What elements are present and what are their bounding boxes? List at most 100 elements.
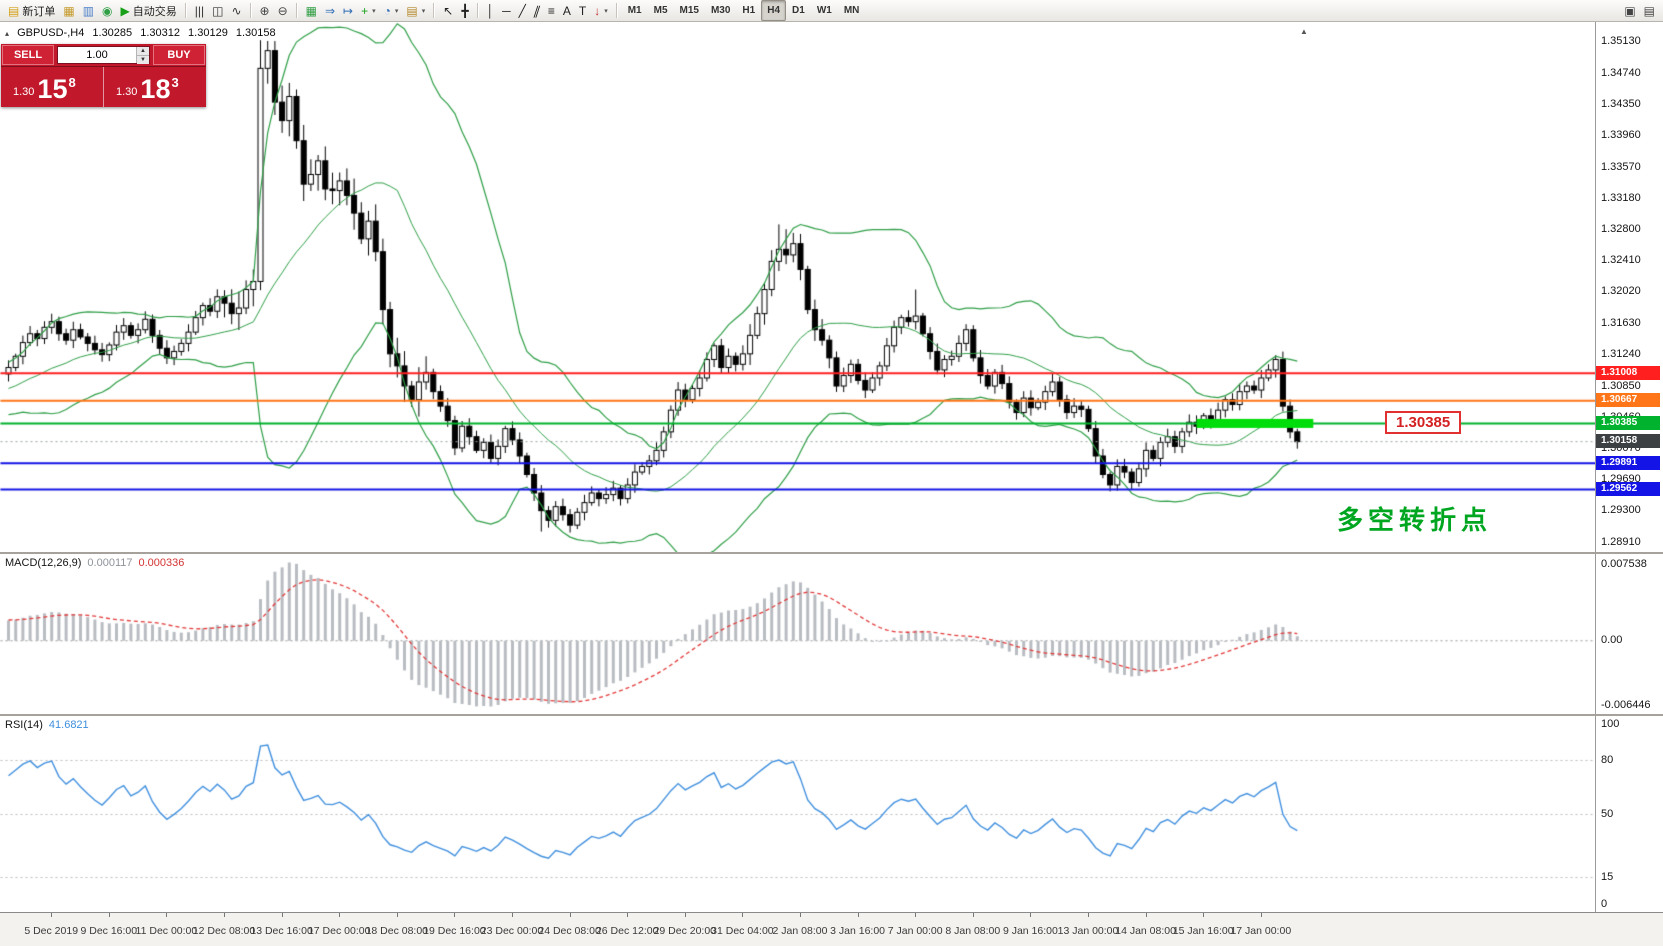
panel-splitter[interactable]	[0, 714, 1663, 716]
vertical-line-icon: │	[486, 3, 495, 18]
market-watch-button[interactable]: ▦	[59, 0, 78, 21]
channel-icon: ∥	[531, 3, 543, 18]
rsi-scale-label: 0	[1601, 898, 1608, 910]
fibonacci-button[interactable]: ≡	[544, 0, 559, 21]
chart-shift-icon: ↦	[343, 3, 354, 18]
price-scale-label: 1.32800	[1601, 222, 1641, 235]
chart-shift-button[interactable]: ↦	[339, 0, 357, 21]
tile-windows-button[interactable]: ▦	[302, 0, 321, 21]
new-order-button[interactable]: ▤ 新订单	[4, 0, 59, 21]
timeframe-h1[interactable]: H1	[742, 5, 756, 16]
zoom-in-button[interactable]: ⊕	[256, 0, 274, 21]
zoom-out-icon: ⊖	[277, 3, 288, 18]
sell-price-small: 1.30	[13, 86, 35, 98]
chart-list-button[interactable]: ▤	[1640, 0, 1659, 21]
time-axis-tick	[1030, 913, 1032, 917]
timeframe-d1[interactable]: D1	[792, 5, 805, 16]
line-chart-button[interactable]: ∿	[227, 0, 245, 21]
line-chart-icon: ∿	[231, 3, 242, 18]
price-scale-label: 1.35130	[1601, 35, 1641, 48]
time-axis-label: 15 Jan 16:00	[1172, 925, 1234, 937]
buy-button[interactable]: BUY	[153, 45, 205, 65]
toolbar-right-group: ▣ ▤	[1620, 0, 1659, 21]
time-axis-label: 13 Dec 16:00	[250, 925, 313, 937]
cursor-button[interactable]: ↖	[439, 0, 457, 21]
new-chart-button[interactable]: ▣	[1620, 0, 1639, 21]
time-axis[interactable]: 5 Dec 2019 9 Dec 16:00 11 Dec 00:00 12 Dec …	[0, 912, 1663, 946]
turning-point-note[interactable]: 多空转折点	[1337, 505, 1493, 535]
price-scale-label: 1.31240	[1601, 348, 1641, 361]
price-annotation-box[interactable]: 1.30385	[1385, 410, 1462, 434]
time-axis-tick	[684, 913, 686, 917]
scroll-marker-icon: ▲	[1300, 27, 1308, 36]
time-axis-label: 17 Jan 00:00	[1230, 925, 1292, 937]
price-high: 1.30312	[140, 27, 180, 39]
arrows-button[interactable]: ↓ ▾	[590, 0, 612, 21]
text-button[interactable]: A	[559, 0, 575, 21]
price-scale-label: 1.32020	[1601, 285, 1641, 298]
price-tag: 1.30158	[1596, 434, 1660, 449]
price-scale-label: 1.30850	[1601, 379, 1641, 392]
time-axis-tick	[166, 913, 168, 917]
timeframe-m1[interactable]: M1	[627, 5, 642, 16]
autotrading-button[interactable]: ▶ 自动交易	[117, 0, 181, 21]
timeframe-m15[interactable]: M15	[679, 5, 699, 16]
time-axis-tick	[224, 913, 225, 917]
price-tag: 1.30667	[1596, 393, 1660, 408]
sell-price: 1.30 15 8	[1, 67, 103, 107]
macd-indicator-label: MACD(12,26,9) 0.000117 0.000336	[5, 557, 184, 569]
templates-button[interactable]: ▤ ▾	[402, 0, 429, 21]
horizontal-line-button[interactable]: ─	[498, 0, 515, 21]
bar-chart-button[interactable]: |||	[191, 0, 208, 21]
volume-field[interactable]: 1.00 ▲ ▼	[57, 46, 150, 64]
time-axis-label: 31 Dec 04:00	[711, 925, 774, 937]
time-axis-label: 29 Dec 20:00	[653, 925, 717, 937]
periods-button[interactable]: ◔ ▾	[380, 0, 403, 21]
timeframe-w1[interactable]: W1	[816, 5, 832, 16]
price-chart-canvas[interactable]	[0, 22, 1595, 552]
price-scale-label: 1.33960	[1601, 129, 1641, 142]
macd-canvas[interactable]	[0, 554, 1595, 714]
macd-scale-label: 0.007538	[1601, 558, 1647, 570]
data-window-button[interactable]: ▥	[79, 0, 98, 21]
time-axis-tick	[627, 913, 629, 917]
dropdown-caret-icon: ▾	[394, 7, 399, 15]
chart-title: ▴ GBPUSD-,H4 1.30285 1.30312 1.30129 1.3…	[5, 27, 281, 39]
sell-button[interactable]: SELL	[2, 45, 54, 65]
timeframe-m5[interactable]: M5	[653, 5, 668, 16]
chart-symbol-period: GBPUSD-,H4	[17, 27, 85, 39]
rsi-canvas[interactable]	[0, 716, 1595, 912]
channel-button[interactable]: ∥	[530, 0, 544, 21]
timeframe-m30[interactable]: M30	[710, 5, 731, 16]
time-axis-tick	[742, 913, 744, 917]
text-icon: A	[562, 3, 571, 18]
trendline-button[interactable]: ╱	[515, 0, 530, 21]
sell-price-big: 15	[37, 74, 68, 105]
candlestick-chart-button[interactable]: ◫	[208, 0, 227, 21]
chart-list-icon: ▤	[1643, 3, 1655, 18]
auto-scroll-button[interactable]: ⇒	[321, 0, 339, 21]
autotrading-icon: ▶	[120, 3, 130, 18]
indicators-button[interactable]: + ▾	[357, 0, 380, 21]
vertical-line-button[interactable]: │	[483, 0, 499, 21]
time-axis-tick	[1260, 913, 1262, 917]
navigator-button[interactable]: ◉	[98, 0, 116, 21]
toolbar-separator	[184, 3, 187, 18]
zoom-out-button[interactable]: ⊖	[274, 0, 292, 21]
time-axis-label: 3 Jan 16:00	[830, 925, 886, 937]
volume-up-button[interactable]: ▲	[137, 47, 149, 56]
time-axis-label: 23 Dec 00:00	[480, 925, 544, 937]
rsi-scale-label: 80	[1601, 754, 1614, 766]
crosshair-button[interactable]: ╋	[457, 0, 472, 21]
timeframe-h4[interactable]: H4	[761, 0, 787, 21]
one-click-toggle-icon[interactable]: ▴	[5, 29, 10, 38]
auto-scroll-icon: ⇒	[324, 3, 336, 18]
volume-down-button[interactable]: ▼	[137, 56, 149, 64]
panel-splitter[interactable]	[0, 552, 1663, 554]
timeframe-mn[interactable]: MN	[843, 5, 860, 16]
time-axis-tick	[1088, 913, 1089, 917]
label-button[interactable]: T	[575, 0, 590, 21]
macd-main-value: 0.000117	[87, 557, 133, 569]
price-scale-label: 1.33180	[1601, 192, 1641, 205]
time-axis-label: 5 Dec 2019	[24, 925, 79, 937]
